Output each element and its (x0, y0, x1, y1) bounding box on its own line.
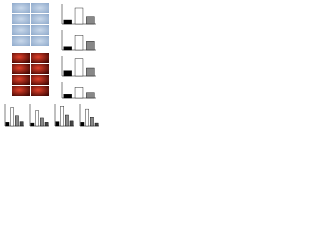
bar (94, 122, 99, 127)
bar (90, 116, 94, 127)
histology-panels (12, 3, 49, 46)
micrograph (12, 53, 30, 63)
bar (74, 87, 84, 99)
bar (55, 121, 60, 127)
micrograph (31, 3, 49, 13)
micrograph (12, 3, 30, 13)
micrograph (31, 75, 49, 85)
bar (86, 41, 95, 51)
bar (63, 19, 72, 25)
figure (4, 3, 99, 127)
bar (63, 70, 72, 77)
bar (5, 122, 10, 127)
bar (15, 115, 19, 127)
micrograph (31, 86, 49, 96)
bar (86, 67, 95, 77)
fluorescence-panels (12, 53, 49, 96)
bar (69, 120, 74, 127)
bar (74, 7, 84, 25)
bar (63, 46, 72, 51)
micrograph (31, 36, 49, 46)
micrograph (12, 75, 30, 85)
micrograph (31, 53, 49, 63)
bar (10, 107, 14, 127)
bar (63, 94, 72, 99)
micrograph (12, 86, 30, 96)
micrograph (31, 25, 49, 35)
bar (80, 122, 85, 127)
bar (74, 58, 84, 77)
micrograph (31, 14, 49, 24)
micrograph (12, 36, 30, 46)
bar (86, 92, 95, 99)
bar (35, 110, 39, 127)
micrograph (12, 25, 30, 35)
bar (44, 122, 49, 127)
bar (40, 117, 44, 127)
bar (60, 105, 64, 127)
bar (86, 16, 95, 25)
micrograph (31, 64, 49, 74)
bar (30, 122, 35, 127)
bar (65, 114, 69, 127)
micrograph (12, 64, 30, 74)
bar (85, 108, 89, 127)
micrograph (12, 14, 30, 24)
bar (19, 121, 24, 127)
bar (74, 35, 84, 51)
